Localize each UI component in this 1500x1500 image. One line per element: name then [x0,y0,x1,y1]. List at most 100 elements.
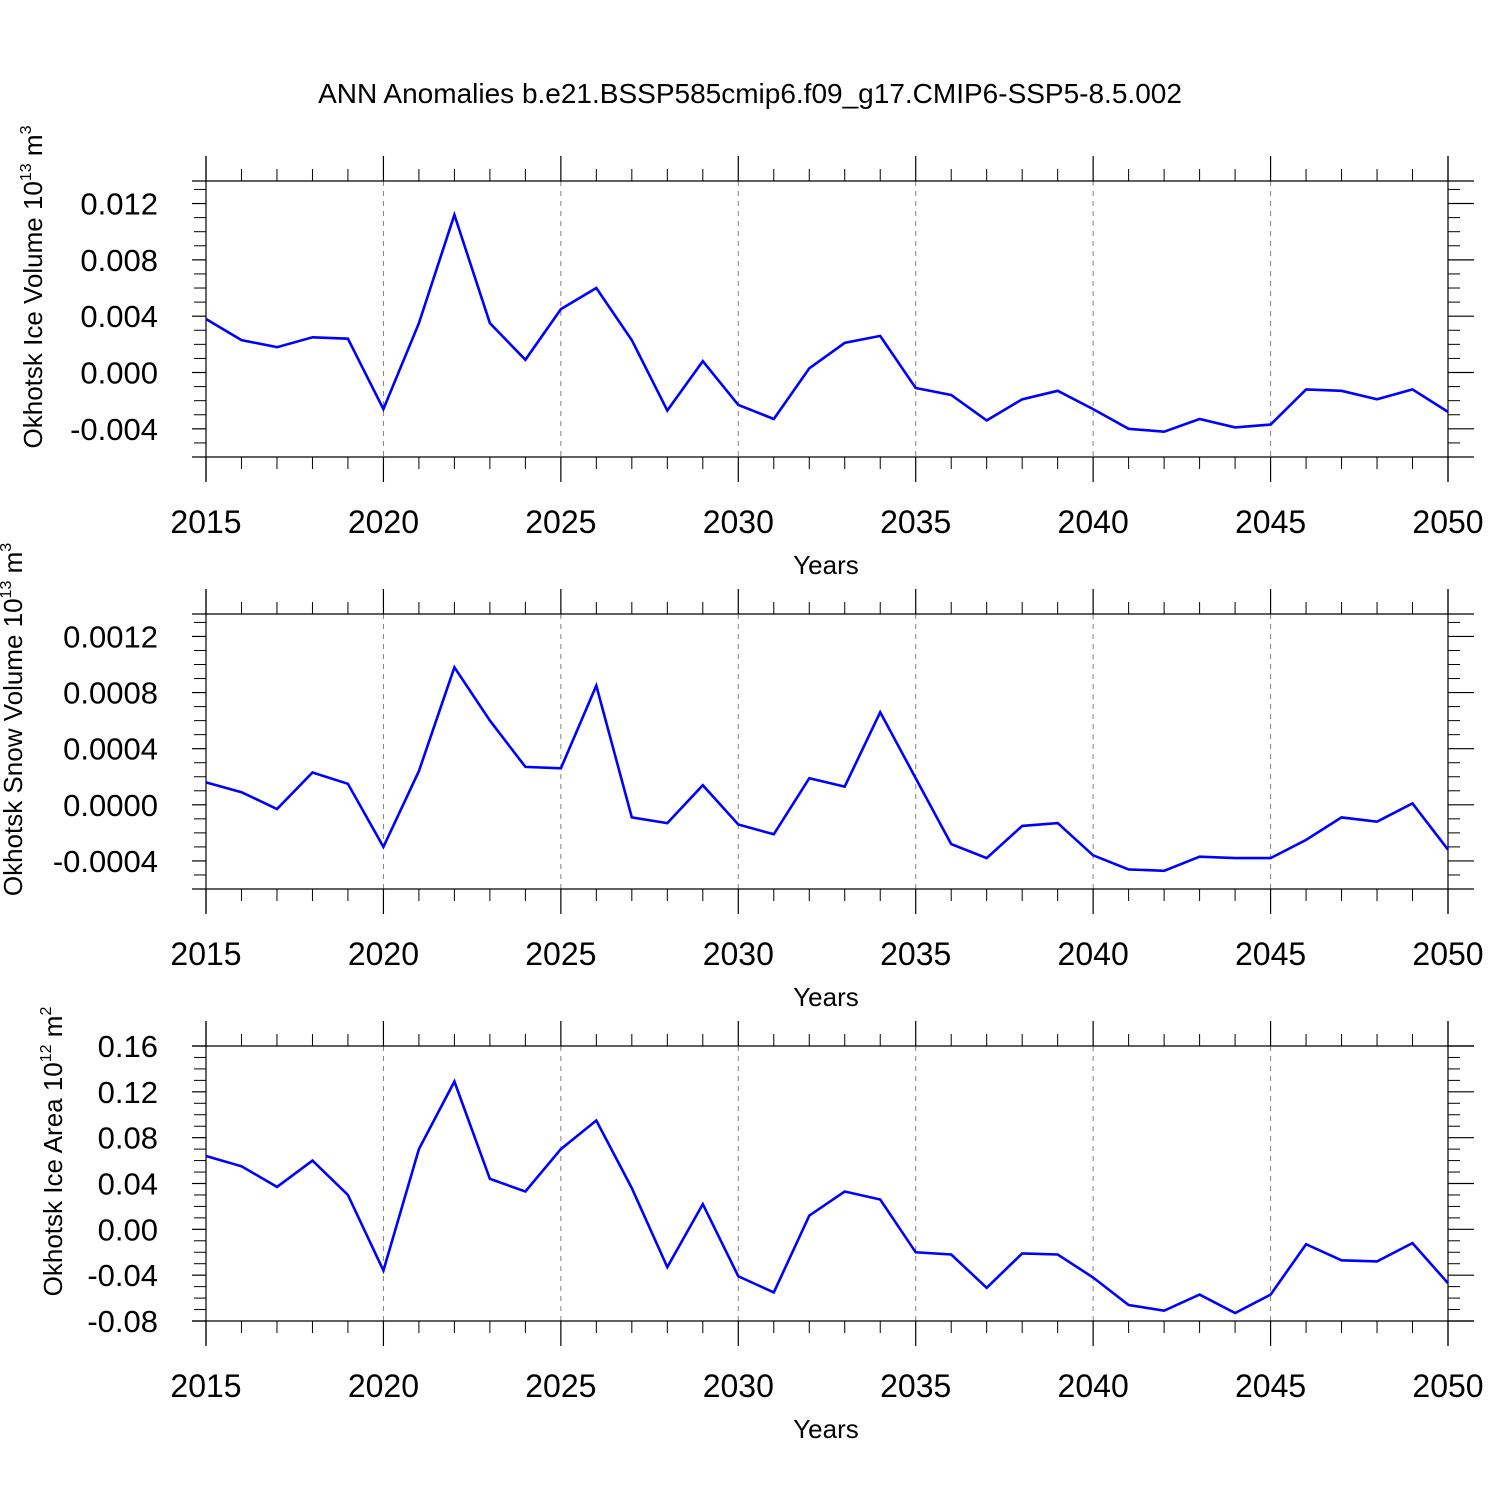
data-point [346,337,350,341]
panel-snow-volume: 2015 2020 2025 2030 2035 2040 2045 2050 0.0012 0.… [0,543,1484,1012]
data-point [1127,1303,1131,1307]
data-point [1446,848,1450,852]
data-point [417,769,421,773]
y-tick-label: -0.004 [70,412,158,447]
data-point [807,366,811,370]
data-point [1162,430,1166,434]
y-tick-label: 0.08 [98,1121,158,1156]
y-tick-label: 0.008 [80,243,158,278]
x-tick-label: 2035 [880,936,951,972]
x-tick-label: 2015 [170,504,241,540]
data-point [1375,820,1379,824]
data-point [239,790,243,794]
x-tick-label: 2045 [1235,936,1306,972]
y-axis-label: Okhotsk Snow Volume 1013 m3 [0,543,28,896]
data-point [1411,1241,1415,1245]
data-point [630,338,634,342]
data-point [239,1164,243,1168]
data-point [523,765,527,769]
data-point [1375,397,1379,401]
data-point [346,782,350,786]
data-point [1375,1259,1379,1263]
data-point [381,407,385,411]
y-tick-label: -0.08 [87,1304,158,1339]
data-point [1091,853,1095,857]
data-point [843,1190,847,1194]
data-point [381,1269,385,1273]
data-point [523,358,527,362]
x-axis-label: Years [793,1414,859,1444]
data-point [452,1080,456,1084]
data-point [878,334,882,338]
x-tick-label: 2035 [880,1368,951,1404]
data-point [1020,1251,1024,1255]
data-point [1127,427,1131,431]
data-point [985,856,989,860]
x-tick-label: 2020 [348,504,419,540]
data-point [310,335,314,339]
data-point [807,1214,811,1218]
x-tick-label: 2025 [525,936,596,972]
data-point [488,321,492,325]
x-tick-label: 2030 [703,504,774,540]
data-point [630,815,634,819]
data-point [772,1290,776,1294]
y-tick-label: 0.0012 [63,619,158,654]
data-point [204,1154,208,1158]
data-point [1340,389,1344,393]
data-point [949,1253,953,1257]
data-point [275,807,279,811]
data-point [985,1286,989,1290]
y-tick-label: 0.04 [98,1167,158,1202]
y-tick-label: 0.0008 [63,676,158,711]
x-tick-label: 2035 [880,504,951,540]
y-tick-label: -0.04 [87,1258,158,1293]
data-point [1269,1293,1273,1297]
data-point [1056,1253,1060,1257]
data-point [630,1186,634,1190]
series-line [205,1078,1449,1315]
y-tick-label: 0.16 [98,1029,158,1064]
data-point [594,684,598,688]
data-point [204,317,208,321]
data-point [381,845,385,849]
data-point [1304,1242,1308,1246]
data-point [1233,856,1237,860]
x-tick-label: 2040 [1058,936,1129,972]
x-tick-label: 2025 [525,1368,596,1404]
series-line [205,210,1449,434]
panel-ice-volume: 2015 2020 2025 2030 2035 2040 2045 2050 0.012 0.0… [18,125,1484,580]
data-point [665,409,669,413]
y-tick-label: 0.004 [80,299,158,334]
data-point [1127,867,1131,871]
y-tick-label: -0.0004 [53,844,158,879]
data-point [239,338,243,342]
data-point [1269,423,1273,427]
data-point [807,776,811,780]
data-point [452,665,456,669]
x-tick-label: 2020 [348,1368,419,1404]
data-point [1233,1311,1237,1315]
data-point [310,1159,314,1163]
data-point [1091,1275,1095,1279]
x-tick-label: 2040 [1058,504,1129,540]
chart-title: ANN Anomalies b.e21.BSSP585cmip6.f09_g17… [318,78,1182,109]
x-tick-label: 2050 [1412,504,1483,540]
y-axis-label: Okhotsk Ice Area 1012 m2 [38,1007,68,1297]
x-tick-label: 2015 [170,1368,241,1404]
data-point [1304,387,1308,391]
y-tick-label: 0.000 [80,356,158,391]
data-point [1304,838,1308,842]
x-tick-label: 2050 [1412,936,1483,972]
x-tick-label: 2045 [1235,1368,1306,1404]
x-tick-label: 2045 [1235,504,1306,540]
data-point [843,341,847,345]
data-point [772,417,776,421]
x-tick-label: 2030 [703,1368,774,1404]
y-axis-label: Okhotsk Ice Volume 1013 m3 [18,125,48,448]
data-point [559,1147,563,1151]
data-point [594,286,598,290]
data-point [310,771,314,775]
x-tick-label: 2030 [703,936,774,972]
x-tick-label: 2050 [1412,1368,1483,1404]
